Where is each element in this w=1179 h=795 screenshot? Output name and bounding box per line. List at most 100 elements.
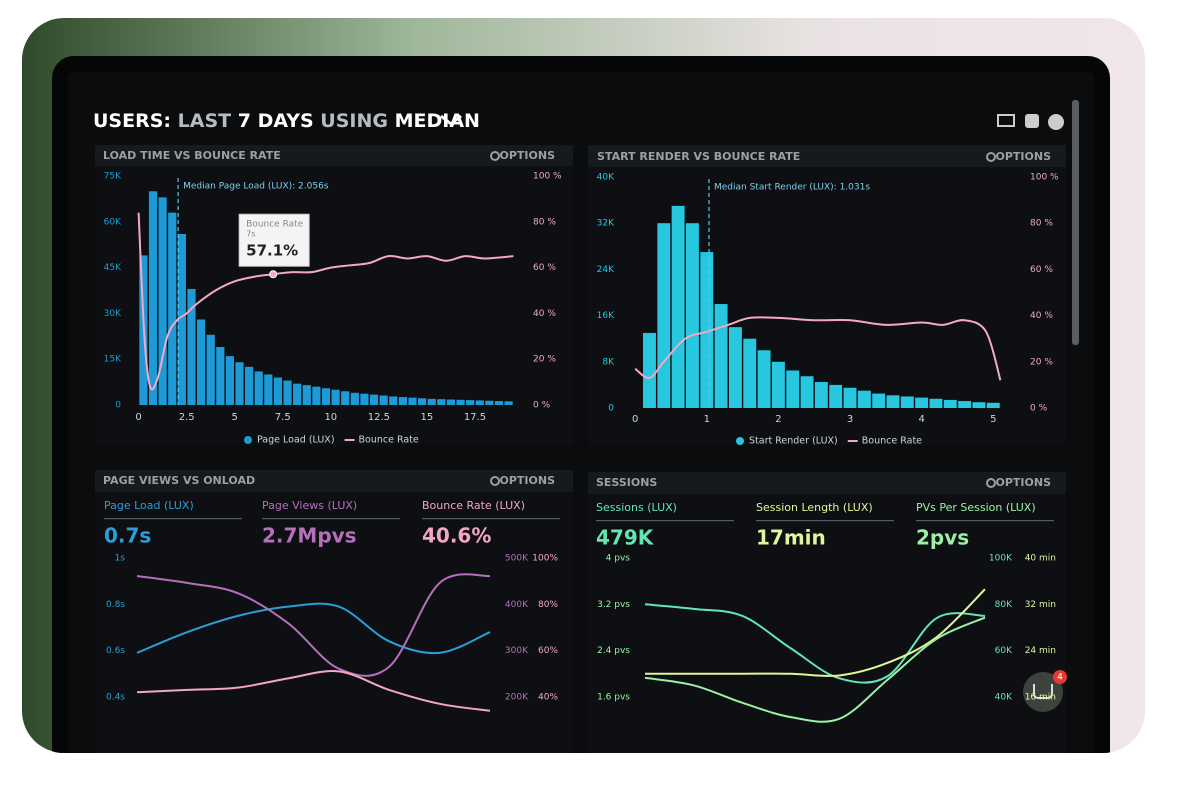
series-line xyxy=(644,616,986,723)
legend-label: Bounce Rate xyxy=(862,436,922,447)
bar xyxy=(235,362,244,405)
y3-tick-label: 80% xyxy=(538,600,558,610)
tooltip-point xyxy=(269,270,278,279)
y2-tick-label: 300K xyxy=(505,646,529,656)
bar xyxy=(417,398,427,405)
bar xyxy=(398,397,407,405)
x-tick-label: 2.5 xyxy=(179,412,195,423)
panel-title: START RENDER VS BOUNCE RATE xyxy=(597,150,800,163)
bar xyxy=(986,402,1000,408)
series-line xyxy=(136,573,491,677)
bar xyxy=(700,252,714,408)
bar xyxy=(900,396,914,408)
bar xyxy=(494,401,504,405)
tooltip-title: Bounce Rate xyxy=(246,220,304,230)
y3-tick-label: 24 min xyxy=(1025,646,1056,656)
y-tick-label: 3.2 pvs xyxy=(597,600,630,610)
kpi-value: 2.7Mpvs xyxy=(262,524,357,548)
bounce-line xyxy=(137,212,514,391)
kpi-underline xyxy=(262,518,400,520)
share-icon[interactable] xyxy=(1025,114,1039,128)
bar xyxy=(206,334,215,405)
chat-button[interactable] xyxy=(1023,672,1063,712)
y-tick-label: 0.4s xyxy=(106,692,125,702)
x-tick-label: 0 xyxy=(135,412,141,423)
bar xyxy=(341,391,350,405)
bar xyxy=(216,346,225,405)
monitor-icon[interactable] xyxy=(997,114,1015,127)
y3-tick-label: 40 min xyxy=(1025,554,1056,564)
bar xyxy=(273,377,283,405)
title-part: MEDIAN xyxy=(395,110,480,132)
y2-tick-label: 60K xyxy=(995,646,1013,656)
bar xyxy=(408,397,417,405)
median-label: Median Page Load (LUX): 2.056s xyxy=(183,182,329,192)
tooltip-subtitle: 7s xyxy=(246,230,255,239)
panel xyxy=(95,470,573,753)
panel-title: SESSIONS xyxy=(596,476,657,489)
y2-tick-label: 0 % xyxy=(533,401,551,411)
x-tick-label: 10 xyxy=(324,412,337,423)
x-tick-label: 15 xyxy=(421,412,434,423)
kpi-underline xyxy=(756,520,894,522)
kpi-underline xyxy=(422,518,560,520)
bar xyxy=(369,394,379,405)
x-tick-label: 3 xyxy=(847,414,853,425)
bounce-line xyxy=(634,316,1002,381)
options-button[interactable]: OPTIONS xyxy=(500,474,556,487)
bar xyxy=(360,393,369,405)
y2-tick-label: 80 % xyxy=(533,217,556,227)
x-tick-label: 12.5 xyxy=(368,412,390,423)
x-tick-label: 0 xyxy=(632,414,638,425)
y-tick-label: 1s xyxy=(115,554,126,564)
scrollbar[interactable] xyxy=(1072,100,1079,345)
help-icon[interactable] xyxy=(1048,114,1064,130)
kpi-underline xyxy=(596,520,734,522)
y2-tick-label: 20 % xyxy=(533,355,556,365)
bar xyxy=(743,338,757,408)
panel-title: PAGE VIEWS VS ONLOAD xyxy=(103,474,255,487)
bar xyxy=(168,212,177,405)
options-button[interactable]: OPTIONS xyxy=(996,150,1052,163)
legend-label: Start Render (LUX) xyxy=(749,436,838,447)
series-line xyxy=(136,602,491,655)
bar xyxy=(728,327,742,408)
legend-label: Bounce Rate xyxy=(359,435,419,446)
kpi-value: 17min xyxy=(756,526,826,550)
series-line xyxy=(136,670,491,712)
y2-tick-label: 400K xyxy=(505,600,529,610)
kpi-value: 479K xyxy=(596,526,655,550)
y2-tick-label: 20 % xyxy=(1030,357,1053,367)
options-button[interactable]: OPTIONS xyxy=(500,149,556,162)
y-tick-label: 0 xyxy=(608,404,614,414)
bar xyxy=(283,380,292,405)
bar xyxy=(446,399,456,405)
x-tick-label: 5 xyxy=(990,414,996,425)
y3-tick-label: 32 min xyxy=(1025,600,1056,610)
options-button[interactable]: OPTIONS xyxy=(996,476,1052,489)
bar xyxy=(302,385,311,405)
panel-header xyxy=(588,472,1066,494)
y-tick-label: 15K xyxy=(104,355,122,365)
bar xyxy=(671,205,685,408)
y-tick-label: 0 xyxy=(115,401,121,411)
bar xyxy=(196,319,206,405)
dropdown-chevron[interactable] xyxy=(440,114,462,126)
y2-tick-label: 40 % xyxy=(533,309,556,319)
y-tick-label: 40K xyxy=(597,173,615,183)
bar xyxy=(872,393,886,408)
y2-tick-label: 80 % xyxy=(1030,219,1053,229)
bar xyxy=(379,395,388,405)
x-tick-label: 17.5 xyxy=(464,412,486,423)
bar xyxy=(915,397,929,408)
y3-tick-label: 60% xyxy=(538,646,558,656)
panel-header xyxy=(95,145,573,166)
bar xyxy=(148,191,158,405)
gear-icon xyxy=(986,478,996,488)
y-tick-label: 1.6 pvs xyxy=(597,692,630,702)
y2-tick-label: 500K xyxy=(505,554,529,564)
bar xyxy=(158,197,167,405)
dashboard-title[interactable]: USERS: LAST 7 DAYS USING MEDIAN xyxy=(93,110,480,132)
y2-tick-label: 0 % xyxy=(1030,404,1048,414)
